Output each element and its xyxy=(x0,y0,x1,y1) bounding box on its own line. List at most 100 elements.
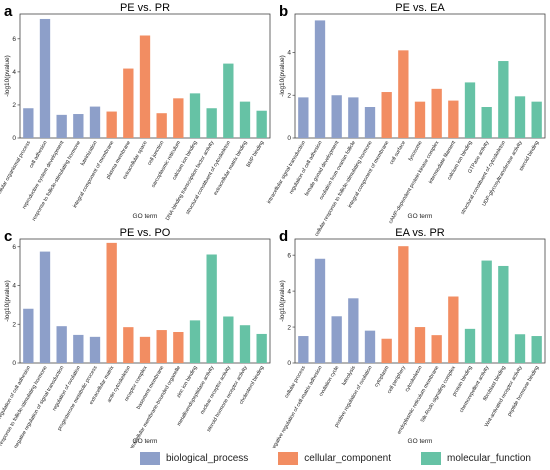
bar xyxy=(514,96,526,138)
panel-label: b xyxy=(279,3,288,20)
bar xyxy=(56,114,67,138)
x-tick-label: luteinization xyxy=(80,140,99,167)
bar xyxy=(498,61,509,138)
x-tick-label: extracellular matrix binding xyxy=(213,140,249,197)
bar xyxy=(189,320,201,363)
bar xyxy=(331,316,342,363)
bar xyxy=(414,327,426,363)
y-tick-label: 2 xyxy=(12,102,16,109)
bar xyxy=(256,110,267,138)
panel-label: d xyxy=(279,228,288,245)
x-axis-label: GO term xyxy=(133,213,158,220)
bar xyxy=(206,254,217,363)
y-tick-label: 6 xyxy=(12,244,16,251)
panel-label: a xyxy=(4,3,13,20)
bar xyxy=(39,251,51,363)
bar xyxy=(123,68,134,138)
bar xyxy=(381,92,392,138)
legend-label-biological-process: biological_process xyxy=(166,452,249,464)
bar xyxy=(498,265,509,363)
bar xyxy=(464,82,476,138)
bar xyxy=(398,50,409,138)
bar xyxy=(298,336,309,363)
bar xyxy=(314,20,326,138)
y-axis-label: -log10(pvalue) xyxy=(4,280,11,322)
bar xyxy=(73,114,84,138)
bar xyxy=(364,107,376,138)
x-axis-label: GO term xyxy=(408,213,433,220)
bar xyxy=(414,101,426,138)
y-tick-label: 0 xyxy=(287,360,291,367)
chart-panel-a: a PE vs. PR-log10(pvalue)0246multicellula… xyxy=(0,2,271,222)
legend-label-cellular-component: cellular_component xyxy=(304,452,391,464)
bar xyxy=(23,108,34,138)
bar xyxy=(298,97,309,138)
bar xyxy=(156,113,167,138)
legend-item-cellular-component: cellular_component xyxy=(278,451,391,465)
bar xyxy=(348,97,359,138)
bar xyxy=(223,63,234,138)
y-axis-label: -log10(pvalue) xyxy=(4,55,11,97)
bar xyxy=(481,107,492,138)
bar xyxy=(348,298,359,363)
y-tick-label: 2 xyxy=(287,92,291,99)
y-tick-label: 6 xyxy=(287,252,291,259)
bar xyxy=(448,296,459,363)
bar xyxy=(448,100,459,138)
bar xyxy=(173,98,184,138)
legend-item-biological-process: biological_process xyxy=(140,451,249,465)
x-tick-label: luteolysis xyxy=(341,365,357,387)
chart-panel-b: b PE vs. EA-log10(pvalue)024intracellular… xyxy=(266,2,546,238)
y-tick-label: 4 xyxy=(287,50,291,57)
bar xyxy=(89,336,101,363)
y-tick-label: 0 xyxy=(287,135,291,142)
bar xyxy=(23,308,34,363)
bar xyxy=(73,334,84,363)
bar xyxy=(56,326,67,363)
x-axis-label: GO term xyxy=(133,438,158,445)
bar xyxy=(381,338,392,363)
chart-panel-c: cPE vs. PO-log10(pvalue)0246negative reg… xyxy=(0,227,271,448)
x-tick-label: lysosome xyxy=(408,140,424,162)
x-tick-label: cytoplasm xyxy=(374,365,391,388)
y-axis-label: -log10(pvalue) xyxy=(279,280,286,322)
y-tick-label: 4 xyxy=(12,283,16,290)
x-tick-label: positive regulation of ovulation xyxy=(334,365,374,429)
chart-grid: a PE vs. PR-log10(pvalue)0246multicellula… xyxy=(0,2,546,448)
bar xyxy=(223,316,234,363)
bar xyxy=(431,88,442,138)
y-tick-label: 4 xyxy=(12,69,16,76)
legend-item-molecular-function: molecular_function xyxy=(421,451,531,465)
x-tick-label: peptide hormone binding xyxy=(507,365,541,418)
y-tick-label: 2 xyxy=(287,324,291,331)
bar xyxy=(239,101,251,138)
bar xyxy=(514,334,526,363)
x-tick-label: nuclear receptor activity xyxy=(199,365,232,416)
legend-swatch-molecular-function xyxy=(421,451,441,465)
chart-title: PE vs. EA xyxy=(395,2,445,14)
y-tick-label: 6 xyxy=(12,36,16,43)
y-tick-label: 0 xyxy=(12,135,16,142)
bar xyxy=(364,330,376,363)
x-axis-label: GO term xyxy=(408,438,433,445)
chart-title: EA vs. PR xyxy=(395,227,445,239)
bar xyxy=(256,333,267,363)
legend-swatch-cellular-component xyxy=(278,451,299,465)
bar xyxy=(156,330,167,363)
bar xyxy=(189,93,201,138)
bar xyxy=(314,258,326,363)
bar xyxy=(139,35,151,138)
legend-label-molecular-function: molecular_function xyxy=(447,452,531,464)
bar xyxy=(464,328,476,363)
bar xyxy=(173,332,184,363)
bar xyxy=(123,327,134,363)
y-tick-label: 2 xyxy=(12,321,16,328)
bar xyxy=(39,18,51,138)
bar xyxy=(331,95,342,138)
bar xyxy=(239,325,251,363)
bar xyxy=(206,108,217,138)
bar xyxy=(89,106,101,138)
bar xyxy=(431,335,442,363)
chart-title: PE vs. PR xyxy=(120,2,170,14)
y-axis-label: -log10(pvalue) xyxy=(279,55,286,97)
